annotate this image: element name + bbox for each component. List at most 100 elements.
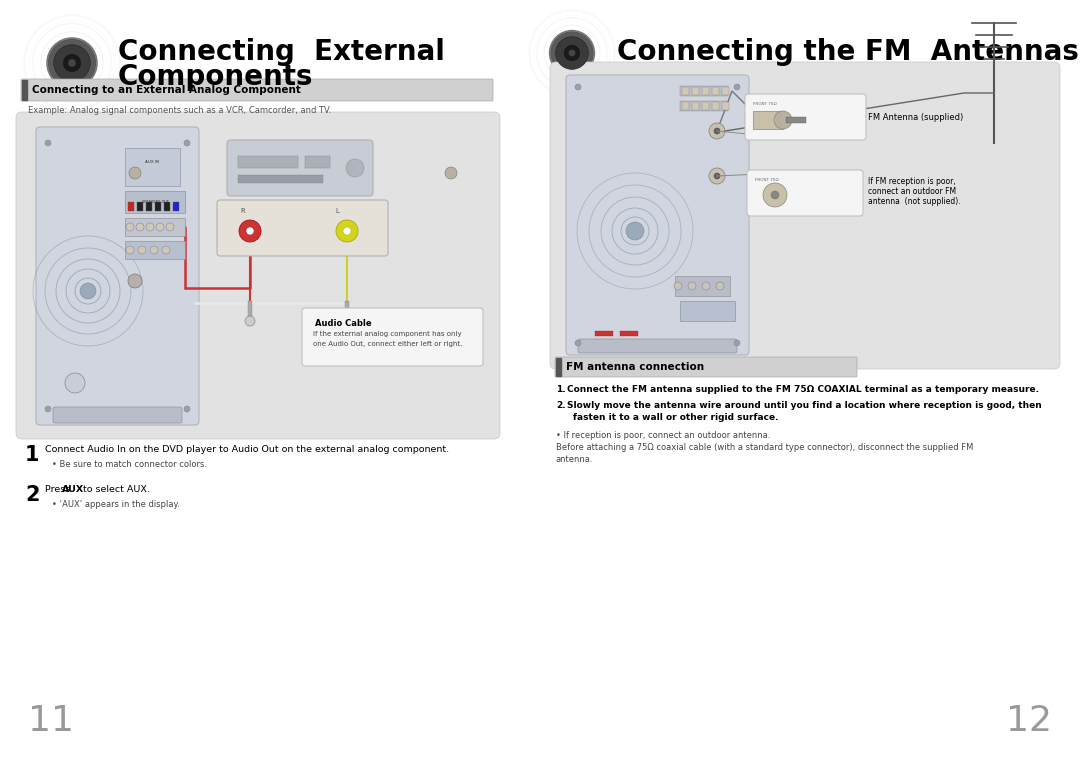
Bar: [22, 80, 27, 100]
Circle shape: [734, 84, 740, 90]
Text: 12: 12: [1005, 704, 1052, 738]
Text: R: R: [240, 208, 245, 214]
Bar: [345, 301, 349, 321]
FancyBboxPatch shape: [747, 170, 863, 216]
Text: • If reception is poor, connect an outdoor antenna.: • If reception is poor, connect an outdo…: [556, 431, 770, 440]
Circle shape: [45, 406, 51, 412]
Circle shape: [64, 54, 81, 72]
Circle shape: [555, 37, 589, 69]
Text: AUX IN: AUX IN: [145, 160, 159, 164]
Circle shape: [575, 340, 581, 346]
FancyBboxPatch shape: [550, 62, 1059, 369]
Bar: [164, 202, 170, 211]
Bar: [692, 102, 699, 110]
FancyBboxPatch shape: [16, 112, 500, 439]
Text: If FM reception is poor,: If FM reception is poor,: [868, 177, 956, 186]
Bar: [723, 87, 729, 95]
Text: 1: 1: [25, 445, 40, 465]
Circle shape: [129, 274, 141, 288]
Bar: [173, 202, 179, 211]
Circle shape: [702, 282, 710, 290]
Text: antenna.: antenna.: [556, 455, 594, 464]
Bar: [702, 102, 708, 110]
Bar: [125, 148, 180, 186]
Text: If the external analog component has only: If the external analog component has onl…: [313, 331, 461, 337]
Circle shape: [714, 173, 720, 179]
Circle shape: [575, 84, 581, 90]
Bar: [238, 156, 298, 168]
Text: Press: Press: [45, 485, 73, 494]
Text: FRONT 75Ω: FRONT 75Ω: [755, 178, 779, 182]
FancyBboxPatch shape: [36, 127, 199, 425]
Bar: [125, 191, 185, 213]
Text: Components: Components: [118, 63, 313, 91]
Circle shape: [138, 246, 146, 254]
Text: antenna  (not supplied).: antenna (not supplied).: [868, 197, 960, 206]
Circle shape: [146, 223, 154, 231]
Bar: [702, 87, 708, 95]
Text: FM antenna connection: FM antenna connection: [566, 362, 704, 372]
Text: • Be sure to match connector colors.: • Be sure to match connector colors.: [52, 460, 207, 469]
Bar: [238, 175, 323, 183]
Bar: [681, 102, 689, 110]
Circle shape: [65, 373, 85, 393]
Bar: [595, 331, 613, 336]
Circle shape: [54, 45, 91, 81]
Text: • ‘AUX’ appears in the display.: • ‘AUX’ appears in the display.: [52, 500, 180, 509]
Circle shape: [150, 246, 158, 254]
Text: Audio Cable: Audio Cable: [315, 319, 372, 328]
Text: Before attaching a 75Ω coaxial cable (with a standard type connector), disconnec: Before attaching a 75Ω coaxial cable (wi…: [556, 443, 973, 452]
Circle shape: [126, 246, 134, 254]
Circle shape: [45, 140, 51, 146]
FancyBboxPatch shape: [302, 308, 483, 366]
Bar: [556, 358, 561, 376]
Text: AUX: AUX: [62, 485, 84, 494]
Circle shape: [568, 50, 576, 56]
Circle shape: [166, 223, 174, 231]
Circle shape: [245, 316, 255, 326]
FancyBboxPatch shape: [566, 75, 750, 355]
Circle shape: [674, 282, 681, 290]
Text: one Audio Out, connect either left or right.: one Audio Out, connect either left or ri…: [313, 341, 462, 347]
Circle shape: [708, 168, 725, 184]
Circle shape: [136, 223, 144, 231]
Circle shape: [734, 340, 740, 346]
FancyBboxPatch shape: [578, 339, 737, 353]
Circle shape: [714, 128, 720, 134]
Bar: [753, 111, 783, 129]
Bar: [156, 202, 161, 211]
Circle shape: [774, 111, 792, 129]
Bar: [680, 301, 735, 321]
Text: connect an outdoor FM: connect an outdoor FM: [868, 187, 956, 196]
Bar: [681, 87, 689, 95]
Bar: [248, 301, 252, 321]
Text: Connecting the FM  Antennas: Connecting the FM Antennas: [617, 38, 1079, 66]
Circle shape: [80, 283, 96, 299]
Circle shape: [762, 183, 787, 207]
Text: fasten it to a wall or other rigid surface.: fasten it to a wall or other rigid surfa…: [573, 413, 779, 422]
Bar: [712, 87, 719, 95]
Text: Connect the FM antenna supplied to the FM 75Ω COAXIAL terminal as a temporary me: Connect the FM antenna supplied to the F…: [567, 385, 1039, 394]
Circle shape: [771, 191, 779, 199]
Bar: [680, 86, 728, 96]
Circle shape: [716, 282, 724, 290]
FancyBboxPatch shape: [217, 200, 388, 256]
Circle shape: [626, 222, 644, 240]
Bar: [680, 101, 728, 111]
Circle shape: [184, 406, 190, 412]
Circle shape: [688, 282, 696, 290]
Circle shape: [68, 60, 76, 67]
Bar: [305, 156, 330, 168]
Bar: [712, 102, 719, 110]
Text: SPEAKERS OUT: SPEAKERS OUT: [141, 200, 168, 204]
Circle shape: [343, 227, 351, 235]
Circle shape: [708, 123, 725, 139]
Circle shape: [336, 220, 357, 242]
Circle shape: [184, 140, 190, 146]
Circle shape: [564, 45, 580, 61]
Bar: [125, 241, 185, 259]
Circle shape: [162, 246, 170, 254]
Bar: [620, 331, 638, 336]
Bar: [723, 102, 729, 110]
Circle shape: [48, 39, 96, 87]
